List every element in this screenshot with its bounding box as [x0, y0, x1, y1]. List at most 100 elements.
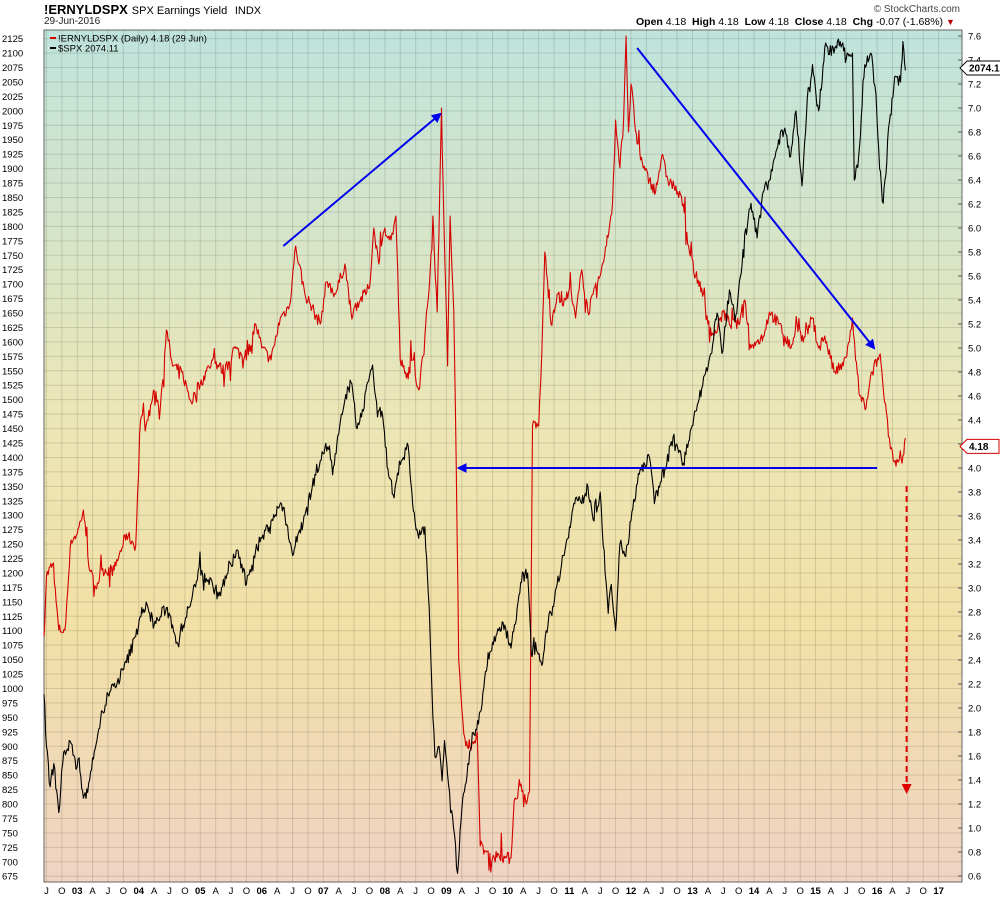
left-tick-label: 825	[2, 785, 18, 796]
x-tick-label: A	[828, 886, 835, 897]
left-tick-label: 1875	[2, 179, 23, 190]
chg-label: Chg	[852, 16, 873, 28]
left-tick-label: 1600	[2, 337, 23, 348]
x-tick-label: 16	[872, 886, 883, 897]
chart-header: !ERNYLDSPX SPX Earnings Yield INDX 29-Jun…	[0, 0, 1000, 30]
left-tick-label: 850	[2, 771, 18, 782]
x-tick-label: 10	[503, 886, 514, 897]
left-tick-label: 700	[2, 857, 18, 868]
x-tick-label: J	[44, 886, 49, 897]
x-tick-label: J	[598, 886, 603, 897]
x-tick-label: J	[536, 886, 541, 897]
left-tick-label: 1025	[2, 670, 23, 681]
x-tick-label: 11	[564, 886, 575, 897]
x-tick-label: A	[643, 886, 650, 897]
x-tick-label: J	[167, 886, 172, 897]
right-tick-label: 7.2	[968, 80, 981, 91]
x-tick-label: J	[352, 886, 357, 897]
x-tick-label: A	[766, 886, 773, 897]
x-tick-label: O	[796, 886, 803, 897]
legend-label: !ERNYLDSPX (Daily) 4.18 (29 Jun)	[58, 34, 207, 45]
x-tick-label: A	[705, 886, 712, 897]
x-tick-label: 17	[933, 886, 944, 897]
annotations	[282, 47, 912, 794]
left-tick-label: 675	[2, 872, 18, 883]
last-value-tag	[959, 438, 1000, 454]
left-tick-label: 775	[2, 814, 18, 825]
left-tick-label: 725	[2, 843, 18, 854]
left-tick-label: 2100	[2, 49, 23, 60]
left-tick-label: 800	[2, 800, 18, 811]
left-tick-label: 1275	[2, 525, 23, 536]
high-label: High	[692, 16, 716, 28]
x-tick-label: 15	[810, 886, 821, 897]
x-axis: J O 03 A J O 04 A J O 05 A J O 06 A J O 07 A J O 08 A J O 09 A J O 10 A…	[44, 886, 944, 897]
close-value: 4.18	[826, 16, 847, 28]
right-tick-label: 6.2	[968, 200, 981, 211]
x-tick-label: 04	[133, 886, 144, 897]
x-tick-label: O	[673, 886, 680, 897]
x-tick-label: O	[243, 886, 250, 897]
plot-area	[43, 29, 963, 883]
left-tick-label: 1350	[2, 482, 23, 493]
x-tick-label: J	[782, 886, 787, 897]
left-tick-label: 750	[2, 828, 18, 839]
left-tick-label: 1650	[2, 309, 23, 320]
x-tick-label: O	[489, 886, 496, 897]
low-label: Low	[744, 16, 766, 28]
x-tick-label: 12	[626, 886, 637, 897]
legend-label: $SPX 2074.11	[58, 44, 119, 55]
high-value: 4.18	[718, 16, 739, 28]
right-tick-label: 2.2	[968, 680, 981, 691]
left-tick-label: 1050	[2, 655, 23, 666]
x-tick-label: J	[844, 886, 849, 897]
right-tick-label: 4.8	[968, 368, 981, 379]
left-tick-label: 900	[2, 742, 18, 753]
series-layer	[43, 35, 906, 874]
left-tick-label: 1200	[2, 568, 23, 579]
left-tick-label: 1900	[2, 164, 23, 175]
x-tick-label: A	[582, 886, 589, 897]
left-tick-label: 1175	[2, 583, 22, 594]
right-tick-label: 5.4	[968, 296, 981, 307]
left-tick-label: 1625	[2, 323, 23, 334]
left-tick-label: 1125	[2, 612, 22, 623]
exchange: INDX	[234, 5, 262, 17]
last-value-label: 2074.1	[969, 64, 1000, 75]
right-tick-label: 1.8	[968, 728, 981, 739]
right-tick-label: 3.0	[968, 584, 981, 595]
left-tick-label: 1850	[2, 193, 23, 204]
close-label: Close	[794, 16, 824, 28]
last-value-tag	[959, 60, 1000, 76]
right-tick-label: 6.0	[968, 224, 981, 235]
right-axis: 0.6 0.8 1.0 1.2 1.4 1.6 1.8 2.0 2.2 2.4 2.6 2.8 3.0 3…	[958, 32, 981, 883]
x-tick-label: O	[366, 886, 373, 897]
spx-line	[43, 38, 906, 874]
trend-arrow-2	[636, 47, 876, 350]
right-tick-label: 2.8	[968, 608, 981, 619]
x-tick-label: J	[721, 886, 726, 897]
x-tick-label: O	[612, 886, 619, 897]
x-tick-label: J	[106, 886, 111, 897]
x-tick-label: A	[151, 886, 158, 897]
x-tick-label: O	[304, 886, 311, 897]
right-tick-label: 3.6	[968, 512, 981, 523]
left-tick-label: 1550	[2, 366, 23, 377]
left-tick-label: 1800	[2, 222, 23, 233]
left-axis: 675 700 725 750 775 800 825 850 875 900 925 950 975 1…	[2, 34, 23, 883]
trend-arrow-1	[282, 112, 442, 247]
x-tick-label: A	[459, 886, 466, 897]
left-tick-label: 1575	[2, 352, 23, 363]
right-tick-label: 2.6	[968, 632, 981, 643]
right-tick-label: 2.0	[968, 704, 981, 715]
left-tick-label: 1525	[2, 381, 23, 392]
left-tick-label: 1300	[2, 511, 23, 522]
x-tick-label: O	[181, 886, 188, 897]
x-tick-label: 05	[195, 886, 206, 897]
x-tick-label: J	[229, 886, 234, 897]
right-tick-label: 5.8	[968, 248, 981, 259]
left-tick-label: 1975	[2, 121, 23, 132]
right-tick-label: 4.0	[968, 464, 981, 475]
x-tick-label: O	[427, 886, 434, 897]
